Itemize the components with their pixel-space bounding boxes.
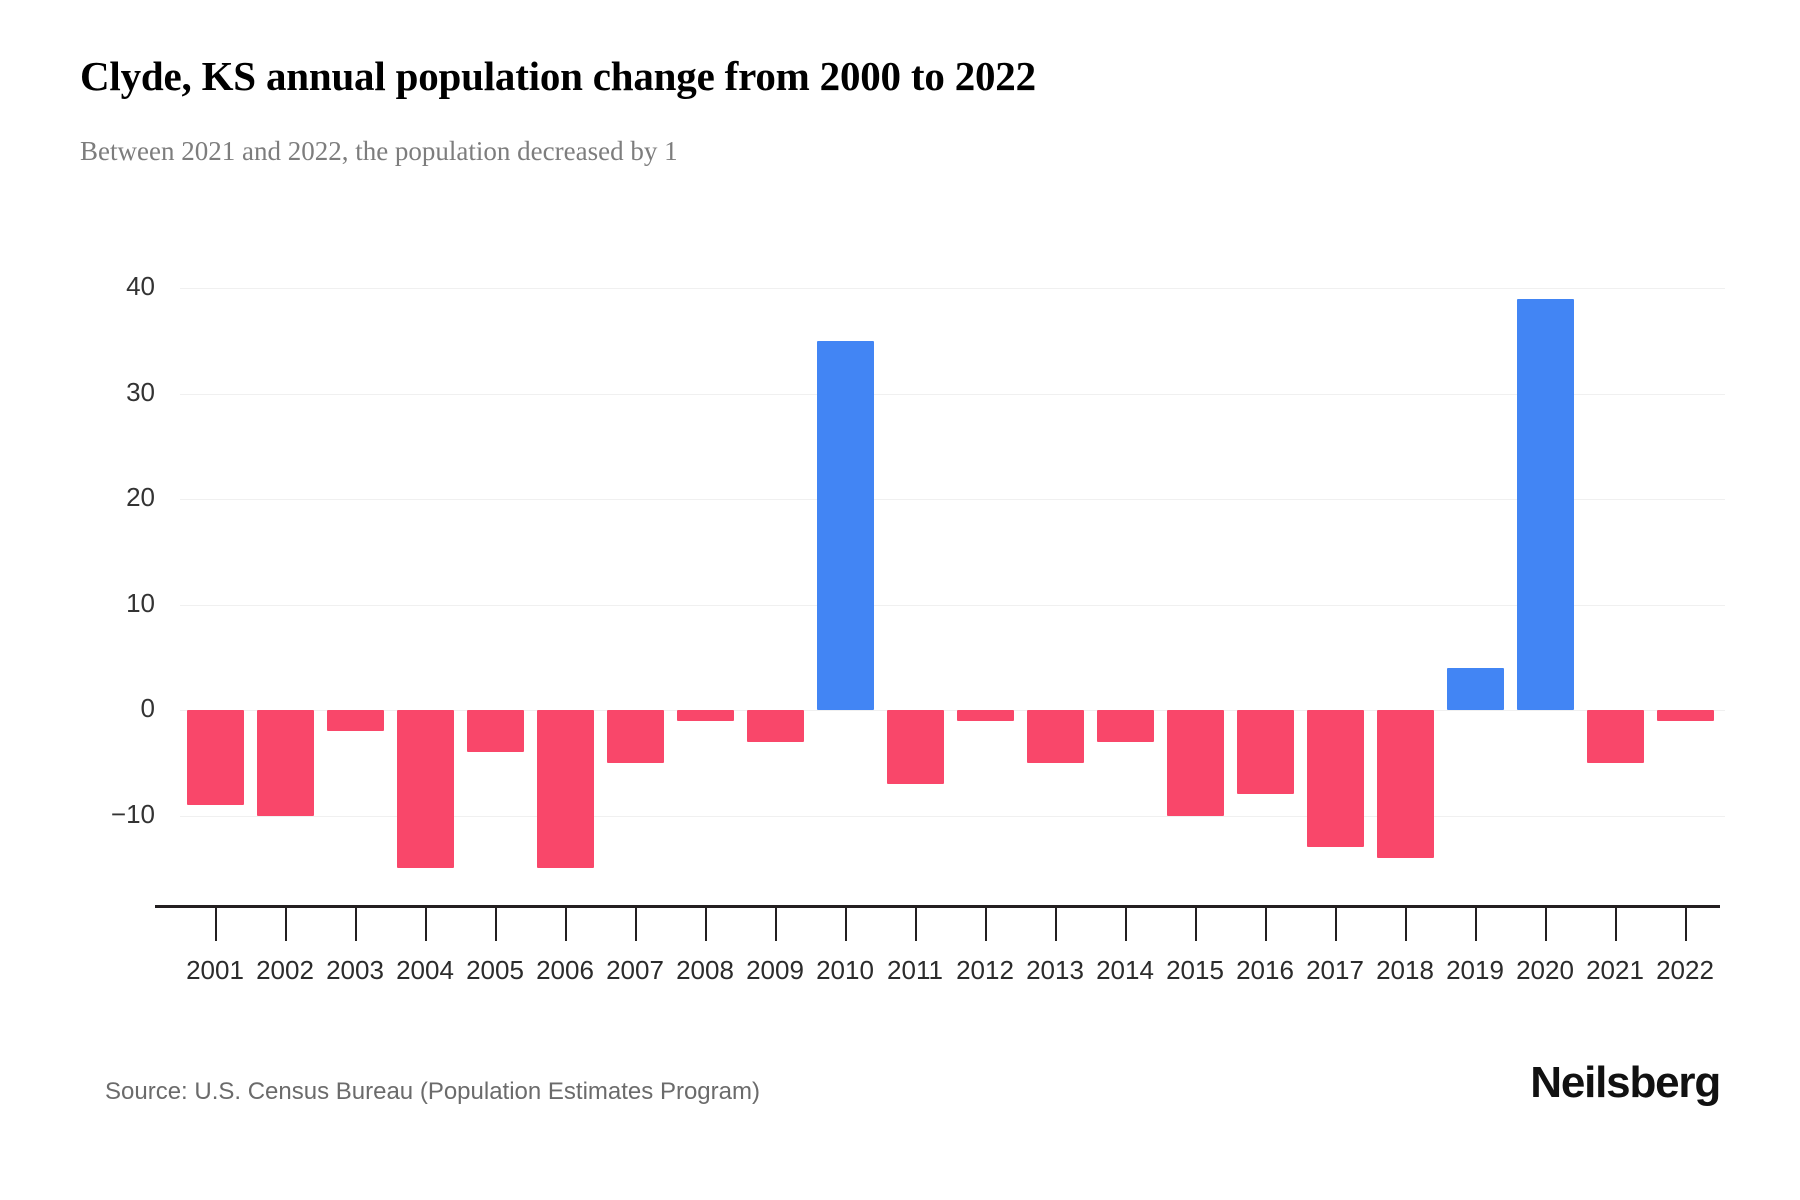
bar-2003[interactable]	[326, 710, 384, 732]
bar-2008[interactable]	[676, 710, 734, 721]
bar-2007[interactable]	[606, 710, 664, 763]
bar-2022[interactable]	[1656, 710, 1714, 721]
gridline	[180, 288, 1725, 289]
bar-2001[interactable]	[186, 710, 244, 805]
x-axis-tickmark	[495, 908, 497, 941]
bar-2014[interactable]	[1096, 710, 1154, 742]
x-axis-tickmark	[1545, 908, 1547, 941]
bar-2016[interactable]	[1236, 710, 1294, 795]
y-axis-tick-label: 30	[126, 376, 155, 407]
x-axis-tickmark	[1615, 908, 1617, 941]
x-axis-tickmark	[355, 908, 357, 941]
x-axis-tickmark	[845, 908, 847, 941]
x-axis-tick-label-2013: 2013	[1026, 955, 1084, 985]
bar-2019[interactable]	[1446, 667, 1504, 710]
x-axis-tickmark	[1265, 908, 1267, 941]
bar-2004[interactable]	[396, 710, 454, 869]
x-axis-tick-label-2006: 2006	[536, 955, 594, 985]
x-axis-tickmark	[1195, 908, 1197, 941]
y-axis-tick-label: 40	[126, 271, 155, 301]
page-subtitle: Between 2021 and 2022, the population de…	[80, 136, 678, 166]
x-axis-tick-label-2005: 2005	[466, 955, 524, 985]
x-axis-tick-label-2011: 2011	[887, 955, 943, 985]
gridline	[180, 393, 1725, 395]
bar-2018[interactable]	[1376, 710, 1434, 858]
x-axis-tick-label-2022: 2022	[1656, 955, 1714, 985]
page-title: Clyde, KS annual population change from …	[80, 53, 1036, 99]
x-axis-tick-label-2016: 2016	[1236, 955, 1294, 985]
x-axis-tick-label-2002: 2002	[256, 955, 314, 985]
x-axis-tickmark	[1475, 908, 1477, 941]
x-axis-tickmark	[775, 908, 777, 941]
brand-logo: Neilsberg	[1530, 1058, 1721, 1107]
x-axis-tickmark	[1335, 908, 1337, 941]
x-axis-tick-label-2012: 2012	[956, 955, 1014, 985]
x-axis-tick-label-2004: 2004	[396, 955, 454, 985]
x-axis-tickmark	[215, 908, 217, 941]
x-axis-tick-label-2014: 2014	[1096, 955, 1154, 985]
x-axis-tickmark	[285, 908, 287, 941]
bar-2015[interactable]	[1166, 710, 1224, 816]
x-axis-tick-label-2009: 2009	[746, 955, 804, 985]
bar-2009[interactable]	[746, 710, 804, 742]
x-axis-tick-label-2010: 2010	[816, 955, 874, 985]
x-axis-tickmark	[1405, 908, 1407, 941]
source-note: Source: U.S. Census Bureau (Population E…	[105, 1078, 760, 1105]
x-axis-line	[155, 905, 1720, 908]
x-axis-tickmark	[1125, 908, 1127, 941]
x-axis-tickmark	[425, 908, 427, 941]
gridline	[180, 710, 1725, 711]
bar-2017[interactable]	[1306, 710, 1364, 848]
x-axis-tickmark	[915, 908, 917, 941]
y-axis-tick-label: −10	[110, 798, 155, 829]
x-axis-tick-label-2001: 2001	[186, 955, 244, 985]
bar-2005[interactable]	[466, 710, 524, 753]
bar-2012[interactable]	[956, 710, 1014, 721]
x-axis-tickmark	[635, 908, 637, 941]
bar-2020[interactable]	[1516, 298, 1574, 710]
x-axis-tick-label-2003: 2003	[326, 955, 384, 985]
bar-2010[interactable]	[816, 340, 874, 710]
bar-2021[interactable]	[1586, 710, 1644, 763]
x-axis-tickmark	[565, 908, 567, 941]
bar-2002[interactable]	[256, 710, 314, 816]
gridline	[180, 499, 1725, 500]
gridline	[180, 604, 1725, 606]
x-axis-tick-label-2018: 2018	[1376, 955, 1434, 985]
bar-2013[interactable]	[1026, 710, 1084, 763]
x-axis-tickmark	[1055, 908, 1057, 941]
x-axis-tick-label-2017: 2017	[1306, 955, 1364, 985]
y-axis-tick-label: 20	[126, 482, 155, 512]
x-axis-tickmark	[985, 908, 987, 941]
x-axis-tick-label-2007: 2007	[606, 955, 664, 985]
gridline	[180, 815, 1725, 817]
y-axis-tick-label: 0	[140, 693, 155, 723]
bar-2006[interactable]	[536, 710, 594, 869]
x-axis-tickmark	[705, 908, 707, 941]
x-axis-tick-label-2015: 2015	[1166, 955, 1224, 985]
y-axis-tick-label: 10	[126, 587, 155, 618]
x-axis-tickmark	[1685, 908, 1687, 941]
x-axis-tick-label-2021: 2021	[1586, 955, 1644, 985]
x-axis-tick-label-2020: 2020	[1516, 955, 1574, 985]
x-axis-tick-label-2008: 2008	[676, 955, 734, 985]
bar-2011[interactable]	[886, 710, 944, 784]
x-axis-tick-label-2019: 2019	[1446, 955, 1504, 985]
